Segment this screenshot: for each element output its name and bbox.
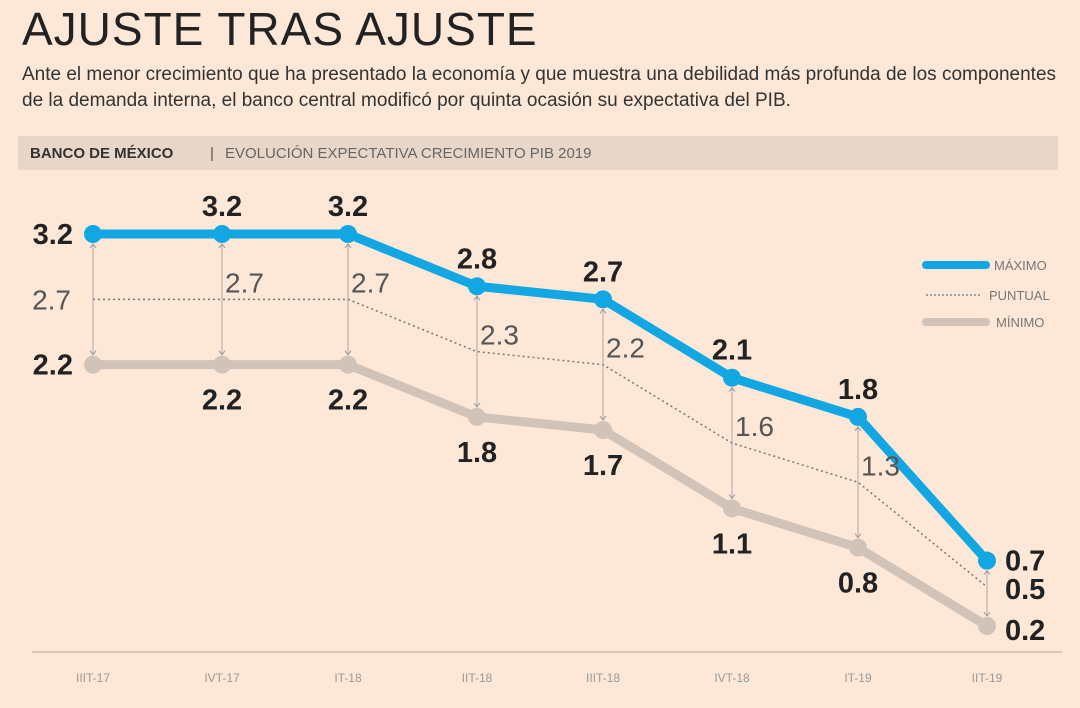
- data-label-minimo: 1.7: [583, 450, 623, 482]
- data-label-maximo: 2.8: [457, 243, 497, 275]
- separator: |: [210, 145, 214, 162]
- legend-label-minimo: MÍNIMO: [996, 315, 1044, 330]
- data-label-maximo: 2.7: [583, 256, 623, 288]
- point-minimo: [213, 355, 231, 374]
- x-tick-label: IIIT-17: [76, 671, 110, 685]
- source-label: BANCO DE MÉXICO: [30, 145, 174, 162]
- data-label-puntual: 2.7: [32, 284, 71, 315]
- point-minimo: [723, 499, 741, 518]
- x-tick-label: IT-19: [844, 671, 872, 685]
- legend-label-puntual: PUNTUAL: [989, 288, 1050, 303]
- point-minimo: [849, 538, 867, 557]
- data-label-puntual: 2.7: [351, 267, 390, 298]
- series-line-puntual: [93, 298, 988, 588]
- data-label-minimo: 1.8: [457, 437, 497, 469]
- point-minimo: [594, 421, 612, 439]
- data-label-puntual: 1.6: [735, 411, 774, 442]
- data-label-minimo: 2.2: [328, 385, 368, 417]
- point-minimo: [339, 355, 357, 374]
- point-minimo: [978, 617, 996, 635]
- data-label-maximo: 3.2: [328, 191, 368, 223]
- point-maximo: [339, 225, 357, 243]
- subtitle: Ante el menor crecimiento que ha present…: [22, 64, 1057, 111]
- point-minimo: [84, 355, 102, 374]
- legend-label-maximo: MÁXIMO: [994, 258, 1047, 273]
- data-label-maximo: 1.8: [838, 374, 878, 406]
- data-label-maximo: 3.2: [202, 191, 242, 223]
- data-label-minimo: 0.2: [1005, 615, 1045, 647]
- point-maximo: [978, 551, 996, 570]
- data-label-maximo: 0.7: [1005, 546, 1045, 578]
- series-line-minimo: [93, 360, 990, 630]
- x-tick-label: IVT-17: [204, 671, 240, 685]
- data-label-minimo: 1.1: [712, 528, 752, 560]
- point-maximo: [84, 225, 102, 243]
- point-minimo: [468, 407, 486, 426]
- data-label-minimo: 0.8: [838, 568, 878, 600]
- point-maximo: [723, 368, 741, 387]
- data-label-maximo: 3.2: [33, 219, 73, 251]
- data-label-puntual: 0.5: [1005, 574, 1045, 606]
- x-tick-label: IT-18: [334, 671, 362, 685]
- data-label-maximo: 2.1: [712, 335, 752, 367]
- point-maximo: [594, 290, 612, 309]
- data-label-puntual: 2.2: [606, 333, 645, 364]
- chart-title: EVOLUCIÓN EXPECTATIVA CRECIMIENTO PIB 20…: [225, 145, 592, 162]
- x-tick-label: IIT-18: [462, 671, 493, 685]
- chart-header-bar: BANCO DE MÉXICO | EVOLUCIÓN EXPECTATIVA …: [18, 136, 1058, 170]
- x-tick-label: IIIT-18: [586, 671, 620, 685]
- data-label-puntual: 1.3: [861, 450, 900, 481]
- page-title: AJUSTE TRAS AJUSTE: [22, 3, 538, 55]
- point-maximo: [468, 277, 486, 296]
- point-maximo: [849, 407, 867, 426]
- data-label-minimo: 2.2: [33, 350, 73, 382]
- x-tick-label: IVT-18: [714, 671, 750, 685]
- point-maximo: [213, 225, 231, 243]
- data-label-puntual: 2.7: [225, 267, 264, 298]
- series-line-maximo: [93, 229, 991, 564]
- data-label-minimo: 2.2: [202, 385, 242, 417]
- data-label-puntual: 2.3: [480, 320, 519, 351]
- x-tick-label: IIT-19: [972, 671, 1003, 685]
